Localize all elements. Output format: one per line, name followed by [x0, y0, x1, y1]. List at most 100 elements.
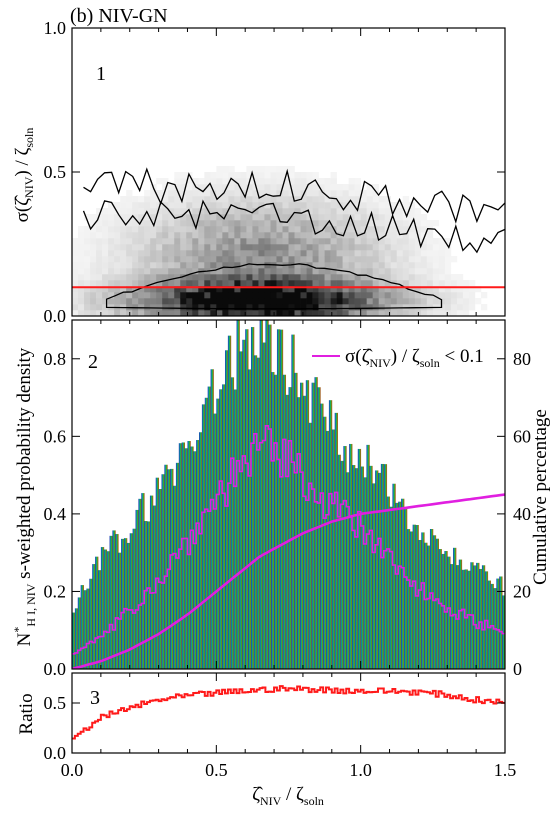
- heatmap-cell: [258, 292, 265, 299]
- heatmap-cell: [342, 250, 349, 257]
- heatmap-cell: [288, 280, 295, 287]
- heatmap-cell: [438, 274, 446, 281]
- heatmap-cell: [174, 250, 181, 257]
- heatmap-cell: [228, 292, 235, 299]
- heatmap-cell: [174, 178, 181, 185]
- histogram-bar: [74, 608, 79, 669]
- heatmap-cell: [162, 232, 169, 239]
- heatmap-cell: [192, 274, 199, 281]
- heatmap-cell: [174, 202, 181, 209]
- heatmap-cell: [324, 238, 331, 245]
- heatmap-cell: [456, 298, 464, 305]
- heatmap-cell: [222, 184, 229, 191]
- heatmap-cell: [378, 298, 386, 305]
- heatmap-cell: [174, 256, 181, 263]
- heatmap-cell: [318, 280, 325, 287]
- heatmap-cell: [138, 310, 145, 316]
- heatmap-cell: [378, 238, 386, 245]
- heatmap-cell: [354, 244, 361, 251]
- heatmap-cell: [204, 274, 211, 281]
- heatmap-cell: [162, 226, 169, 233]
- heatmap-cell: [192, 292, 199, 299]
- heatmap-cell: [210, 292, 217, 299]
- heatmap-cell: [210, 256, 217, 263]
- heatmap-cell: [90, 262, 97, 269]
- heatmap-cell: [300, 274, 307, 281]
- heatmap-cell: [192, 310, 199, 316]
- heatmap-cell: [168, 226, 175, 233]
- heatmap-cell: [336, 304, 343, 311]
- y-tick-label: 0.4: [44, 504, 67, 524]
- heatmap-cell: [384, 202, 392, 209]
- heatmap-cell: [432, 256, 440, 263]
- heatmap-cell: [246, 226, 253, 233]
- heatmap-cell: [378, 244, 386, 251]
- histogram-bar: [427, 545, 431, 669]
- heatmap-cell: [72, 274, 79, 281]
- heatmap-cell: [156, 298, 163, 305]
- heatmap-cell: [162, 280, 169, 287]
- heatmap-cell: [306, 232, 313, 239]
- heatmap-cell: [294, 286, 301, 293]
- heatmap-cell: [396, 238, 404, 245]
- heatmap-cell: [174, 232, 181, 239]
- heatmap-cell: [270, 244, 277, 251]
- histogram-bar: [158, 489, 162, 669]
- heatmap-cell: [216, 184, 223, 191]
- heatmap-cell: [222, 262, 229, 269]
- heatmap-cell: [258, 214, 265, 221]
- heatmap-cell: [378, 310, 386, 316]
- heatmap-cell: [288, 274, 295, 281]
- heatmap-cell: [294, 208, 301, 215]
- heatmap-cell: [234, 226, 241, 233]
- heatmap-cell: [330, 304, 337, 311]
- heatmap-cell: [468, 292, 476, 299]
- heatmap-cell: [276, 274, 283, 281]
- heatmap-cell: [282, 232, 289, 239]
- histogram-bar: [201, 404, 206, 669]
- heatmap-cell: [432, 220, 440, 227]
- heatmap-cell: [420, 220, 428, 227]
- heatmap-cell: [336, 286, 343, 293]
- heatmap-cell: [282, 274, 289, 281]
- heatmap-cell: [180, 280, 187, 287]
- heatmap-cell: [258, 298, 265, 305]
- heatmap-cell: [222, 220, 229, 227]
- heatmap-cell: [126, 280, 133, 287]
- heatmap-cell: [366, 226, 373, 233]
- heatmap-cell: [222, 256, 229, 263]
- heatmap-cell: [264, 268, 271, 275]
- heatmap-cell: [210, 280, 217, 287]
- heatmap-cell: [426, 232, 434, 239]
- heatmap-cell: [108, 274, 115, 281]
- heatmap-cell: [90, 220, 97, 227]
- heatmap-cell: [156, 232, 163, 239]
- heatmap-cell: [384, 208, 392, 215]
- heatmap-cell: [444, 256, 452, 263]
- heatmap-cell: [228, 280, 235, 287]
- heatmap-cell: [258, 172, 265, 179]
- heatmap-cell: [138, 226, 145, 233]
- heatmap-cell: [90, 310, 97, 316]
- heatmap-cell: [198, 238, 205, 245]
- heatmap-cell: [348, 256, 355, 263]
- histogram-bar: [204, 397, 209, 669]
- histogram-bar: [100, 547, 105, 669]
- heatmap-cell: [354, 274, 361, 281]
- heatmap-cell: [162, 286, 169, 293]
- heatmap-cell: [324, 268, 331, 275]
- heatmap-cell: [222, 196, 229, 203]
- heatmap-cell: [270, 292, 277, 299]
- histogram-bar: [455, 565, 460, 669]
- heatmap-cell: [390, 250, 398, 257]
- heatmap-cell: [450, 280, 458, 287]
- heatmap-cell: [312, 244, 319, 251]
- heatmap-cell: [216, 190, 223, 197]
- heatmap-cell: [396, 280, 404, 287]
- heatmap-cell: [408, 286, 416, 293]
- heatmap-cell: [294, 250, 301, 257]
- heatmap-cell: [354, 214, 361, 221]
- heatmap-cell: [234, 310, 241, 316]
- heatmap-cell: [84, 244, 91, 251]
- heatmap-cell: [150, 190, 157, 197]
